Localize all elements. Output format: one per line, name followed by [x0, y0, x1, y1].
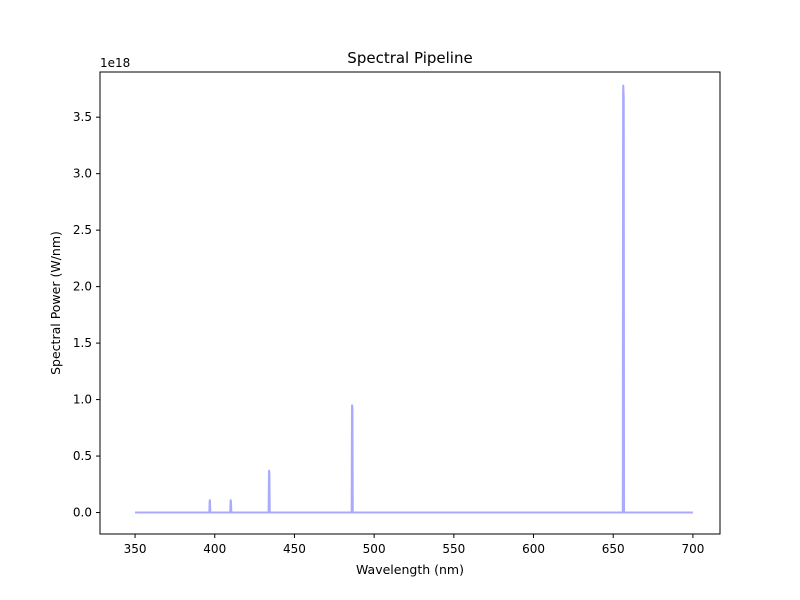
x-tick-label: 550 — [442, 542, 465, 556]
y-tick-label: 2.5 — [73, 223, 92, 237]
y-tick-label: 0.5 — [73, 449, 92, 463]
chart-title: Spectral Pipeline — [347, 49, 472, 67]
x-tick-label: 700 — [681, 542, 704, 556]
x-tick-label: 500 — [363, 542, 386, 556]
y-axis-offset-label: 1e18 — [100, 56, 130, 70]
y-tick-label: 3.5 — [73, 110, 92, 124]
y-tick-label: 0.0 — [73, 506, 92, 520]
x-tick-label: 350 — [124, 542, 147, 556]
y-tick-label: 2.0 — [73, 280, 92, 294]
y-axis-label: Spectral Power (W/nm) — [48, 231, 63, 375]
x-axis-ticks: 350 400 450 500 550 600 650 700 — [124, 534, 704, 556]
y-tick-label: 1.0 — [73, 393, 92, 407]
y-tick-label: 1.5 — [73, 336, 92, 350]
y-tick-label: 3.0 — [73, 167, 92, 181]
series-line-0 — [135, 84, 693, 514]
x-tick-label: 600 — [522, 542, 545, 556]
series-layer — [135, 84, 693, 514]
plot-frame — [99, 71, 721, 535]
x-tick-label: 400 — [203, 542, 226, 556]
y-axis-ticks: 0.0 0.5 1.0 1.5 2.0 2.5 3.0 3.5 — [73, 110, 100, 520]
x-tick-label: 450 — [283, 542, 306, 556]
x-tick-label: 650 — [602, 542, 625, 556]
x-axis-label: Wavelength (nm) — [356, 562, 464, 577]
